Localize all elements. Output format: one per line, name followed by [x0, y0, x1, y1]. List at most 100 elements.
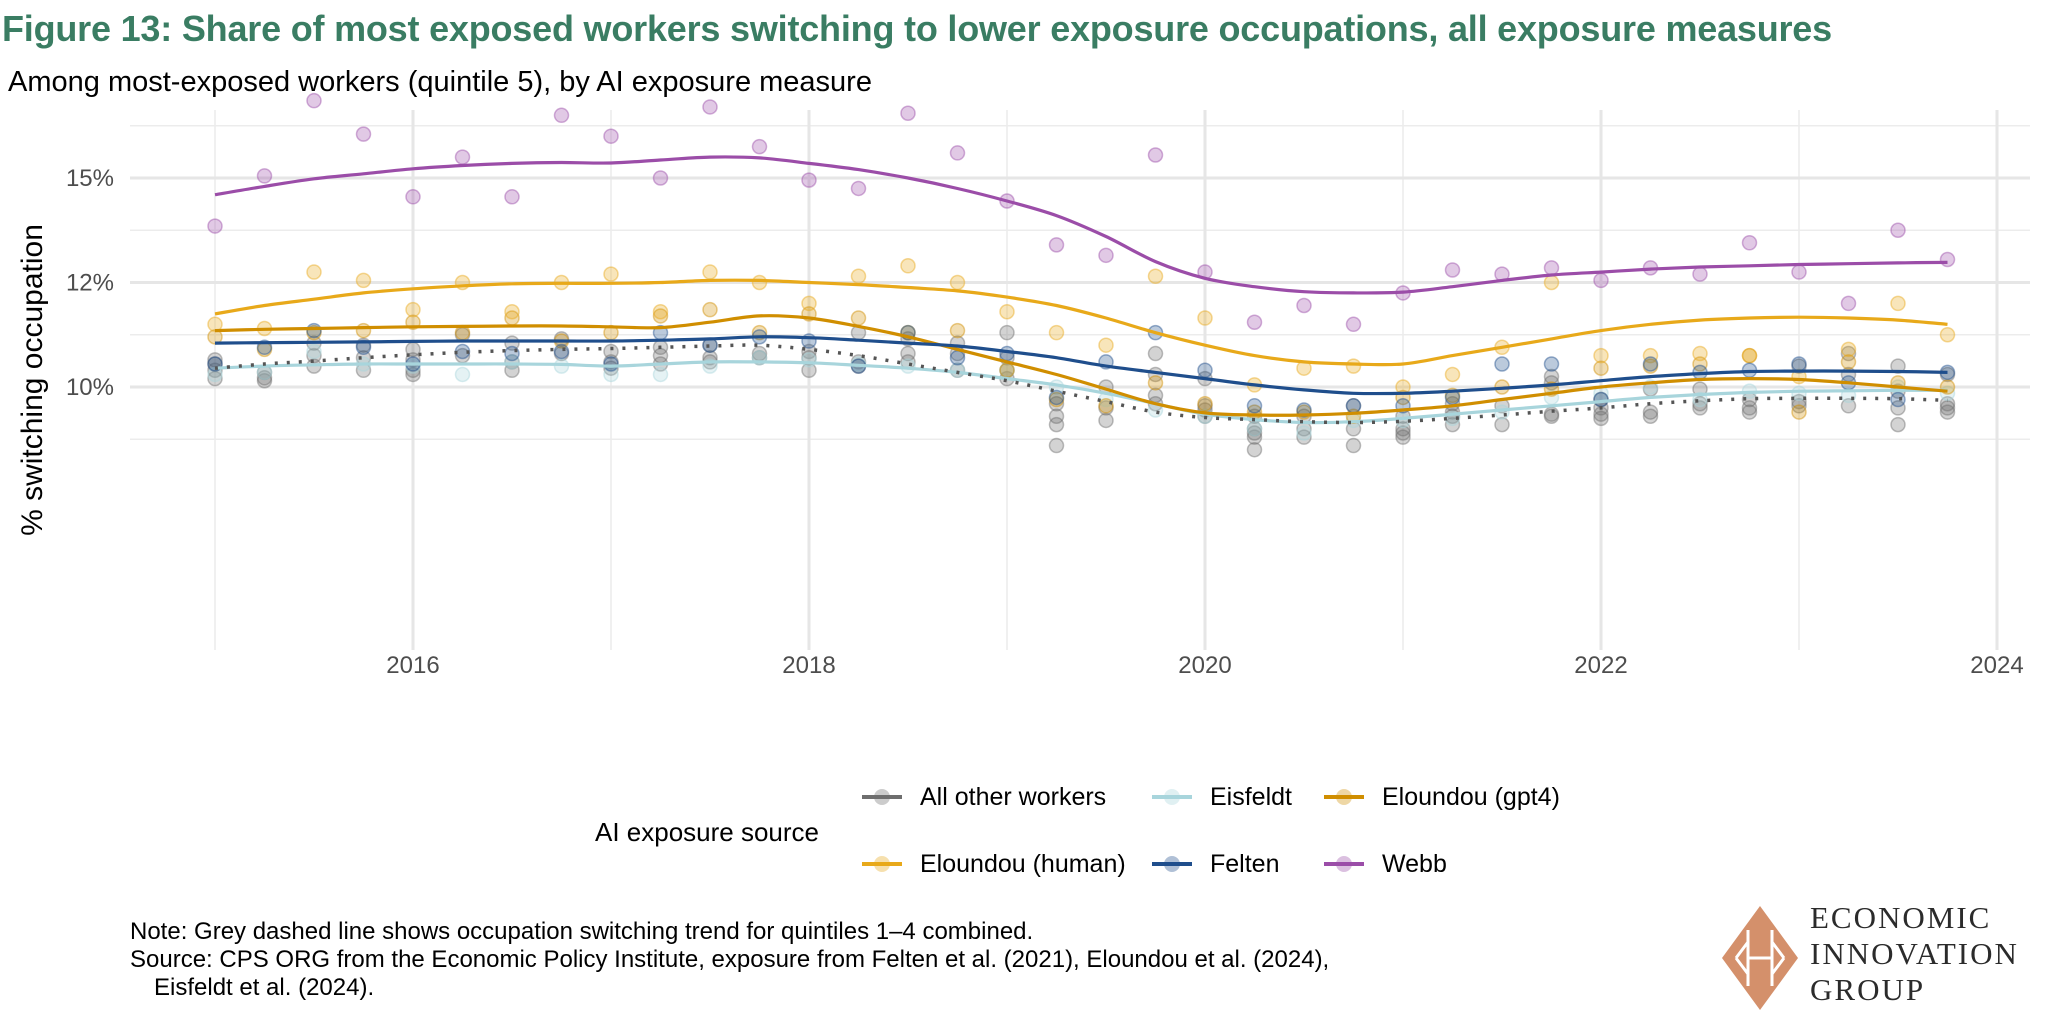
legend-label: All other workers: [920, 782, 1107, 811]
data-point-all-other-workers: [1692, 400, 1708, 416]
data-point-eloundou-gpt4: [1642, 358, 1659, 374]
data-point-webb: [1345, 316, 1362, 333]
data-point-eloundou-gpt4: [1741, 347, 1758, 364]
data-point-eloundou-human: [1840, 341, 1857, 358]
data-point-felten: [553, 343, 570, 360]
data-point-all-other-workers: [207, 370, 223, 387]
y-tick-label: 15%: [66, 165, 114, 192]
data-point-eisfeldt: [306, 343, 322, 360]
data-point-eloundou-human: [1642, 347, 1659, 364]
trend-line-eloundou-gpt4: [214, 314, 1948, 417]
data-point-eloundou-human: [1593, 347, 1609, 364]
legend-item-all-other-workers: All other workers: [860, 782, 1106, 812]
data-point-eloundou-human: [1890, 295, 1906, 312]
legend-label: Felten: [1210, 849, 1280, 878]
x-tick-label: 2024: [1970, 652, 2023, 679]
data-point-felten: [1345, 398, 1362, 414]
data-point-eloundou-human: [1098, 337, 1114, 353]
trend-lines: [214, 155, 1948, 425]
data-point-webb: [900, 105, 916, 121]
data-point-all-other-workers: [1939, 395, 1956, 412]
data-point-webb: [553, 107, 570, 124]
data-point-all-other-workers: [999, 324, 1015, 341]
data-point-felten: [1197, 362, 1213, 379]
data-point-all-other-workers: [1246, 425, 1263, 441]
data-point-eisfeldt: [1494, 404, 1510, 420]
data-point-eloundou-human: [355, 272, 372, 289]
data-point-all-other-workers: [1147, 345, 1164, 362]
data-point-webb: [256, 168, 273, 184]
legend-item-eloundou-human: Eloundou (human): [860, 849, 1126, 879]
data-point-felten: [355, 339, 372, 356]
data-point-eloundou-human: [1197, 310, 1213, 326]
data-point-all-other-workers: [900, 345, 916, 362]
trend-line-eisfeldt: [214, 360, 1948, 425]
data-point-felten: [306, 322, 322, 339]
figure-title: Figure 13: Share of most exposed workers…: [2, 8, 1832, 49]
data-point-all-other-workers: [1048, 408, 1065, 425]
data-point-all-other-workers: [1444, 416, 1461, 433]
data-point-eloundou-human: [1147, 268, 1164, 284]
data-point-all-other-workers: [1345, 437, 1362, 454]
data-point-all-other-workers: [1098, 412, 1114, 429]
data-point-all-other-workers: [1048, 416, 1065, 433]
x-tick-label: 2020: [1178, 652, 1231, 679]
data-point-eloundou-human: [306, 264, 322, 280]
data-point-webb: [1048, 237, 1065, 253]
x-axis: 2016 2018 2020 2022 2024: [386, 652, 2023, 679]
y-axis: 10% 12% 15%: [66, 165, 114, 401]
data-point-eloundou-gpt4: [1593, 360, 1609, 376]
data-point-eloundou-human: [1048, 324, 1065, 341]
data-point-eloundou-human: [1444, 366, 1461, 383]
data-point-all-other-workers: [1840, 398, 1857, 414]
data-point-eloundou-gpt4: [652, 308, 669, 324]
data-point-all-other-workers: [1593, 410, 1609, 427]
legend-label: Eloundou (gpt4): [1382, 782, 1560, 811]
chart: 10% 12% 15% 2016 2018 2020 2022 2024 % switchi…: [16, 92, 2030, 679]
data-point-eisfeldt: [652, 366, 669, 383]
data-point-all-other-workers: [256, 372, 273, 389]
data-point-webb: [801, 172, 817, 188]
data-point-webb: [405, 189, 421, 205]
data-point-felten: [1642, 356, 1659, 372]
data-point-webb: [1939, 251, 1956, 268]
data-point-eisfeldt: [454, 366, 471, 383]
data-point-eloundou-gpt4: [999, 362, 1015, 379]
data-point-all-other-workers: [1939, 400, 1956, 416]
eig-logo: ECONOMIC INNOVATION GROUP: [1718, 900, 2048, 1020]
data-point-eisfeldt: [1246, 421, 1263, 437]
legend-key-icon: [1322, 849, 1366, 879]
data-point-all-other-workers: [1890, 416, 1906, 433]
legend-key-icon: [1150, 849, 1194, 879]
data-point-all-other-workers: [1246, 429, 1263, 445]
data-point-webb: [1543, 260, 1560, 276]
data-point-all-other-workers: [1890, 400, 1906, 416]
legend-key-icon: [860, 782, 904, 812]
data-point-eloundou-gpt4: [1197, 395, 1213, 412]
data-point-all-other-workers: [1543, 408, 1560, 425]
legend-key-icon: [1322, 782, 1366, 812]
data-point-all-other-workers: [1048, 395, 1065, 412]
logo-line-3: GROUP: [1810, 972, 1926, 1007]
data-point-eloundou-human: [801, 295, 817, 312]
figure-notes: Note: Grey dashed line shows occupation …: [130, 918, 1329, 1002]
data-point-eloundou-gpt4: [1147, 375, 1164, 391]
figure-subtitle: Among most-exposed workers (quintile 5),…: [8, 66, 872, 98]
data-point-all-other-workers: [1395, 421, 1411, 437]
data-point-webb: [1147, 147, 1164, 163]
data-point-eloundou-human: [900, 258, 916, 274]
data-point-eloundou-gpt4: [1692, 356, 1708, 372]
legend-label: Webb: [1382, 849, 1447, 878]
legend-item-webb: Webb: [1322, 849, 1447, 879]
source-line-2: Eisfeldt et al. (2024).: [154, 974, 375, 1001]
legend-label: Eloundou (human): [920, 849, 1126, 878]
data-point-felten: [949, 349, 966, 366]
data-point-eloundou-human: [1543, 274, 1560, 291]
data-point-eloundou-human: [1692, 345, 1708, 362]
data-point-eisfeldt: [900, 358, 916, 374]
data-point-eloundou-human: [405, 301, 421, 318]
data-point-all-other-workers: [1246, 441, 1263, 458]
data-point-all-other-workers: [1296, 429, 1312, 445]
data-point-all-other-workers: [405, 366, 421, 383]
data-point-felten: [504, 345, 520, 362]
